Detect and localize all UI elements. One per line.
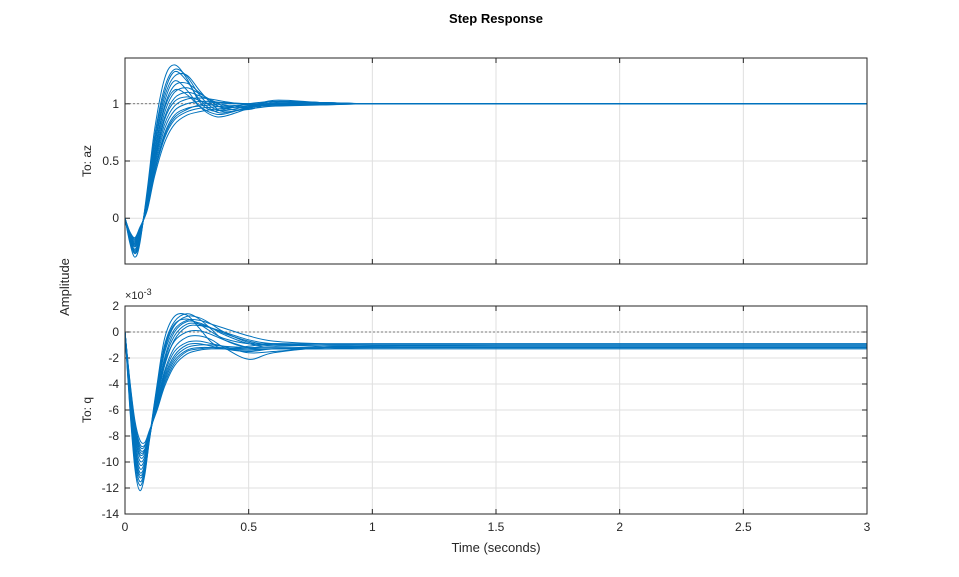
y-tick-label: 0.5 xyxy=(102,154,119,168)
response-line-az-15 xyxy=(125,101,867,241)
exponent-power: -3 xyxy=(144,287,152,297)
y-tick-label: -6 xyxy=(108,403,119,417)
x-tick-label: 0 xyxy=(122,520,129,534)
x-tick-label: 1 xyxy=(369,520,376,534)
x-tick-label: 2.5 xyxy=(735,520,752,534)
panel-az: 0 0.5 1 To: az xyxy=(80,57,868,265)
y-tick-label: -8 xyxy=(108,429,119,443)
x-tick-label: 2 xyxy=(616,520,623,534)
response-line-q-10 xyxy=(125,329,867,463)
x-tick-label: 1.5 xyxy=(488,520,505,534)
x-tick-label: 3 xyxy=(864,520,871,534)
x-axis-label: Time (seconds) xyxy=(451,540,540,555)
output-label: To: az xyxy=(80,145,94,177)
y-axis-label: Amplitude xyxy=(57,258,72,316)
output-label: To: q xyxy=(80,397,94,423)
y-tick-label: 0 xyxy=(112,211,119,225)
exponent-label: ×10-3 xyxy=(125,287,152,302)
y-tick-label: -14 xyxy=(102,507,120,521)
y-tick-label: -12 xyxy=(102,481,120,495)
x-tick-label: 0.5 xyxy=(240,520,257,534)
panel-q: 0 0.5 1 1.5 2 2.5 3 -14 -12 -10 -8 -6 -4 -2 0 2 To: q ×10… xyxy=(80,287,871,534)
y-tick-label: -4 xyxy=(108,377,119,391)
response-line-q-14 xyxy=(125,331,867,448)
axes-frame xyxy=(124,305,868,515)
response-line-q-15 xyxy=(125,322,867,470)
y-tick-label: 2 xyxy=(112,299,119,313)
y-tick-label: 0 xyxy=(112,325,119,339)
y-tick-label: 1 xyxy=(112,97,119,111)
y-tick-label: -10 xyxy=(102,455,120,469)
y-tick-label: -2 xyxy=(108,351,119,365)
response-line-q-7 xyxy=(125,331,867,444)
axes-frame xyxy=(124,57,868,265)
chart-title: Step Response xyxy=(449,11,543,26)
